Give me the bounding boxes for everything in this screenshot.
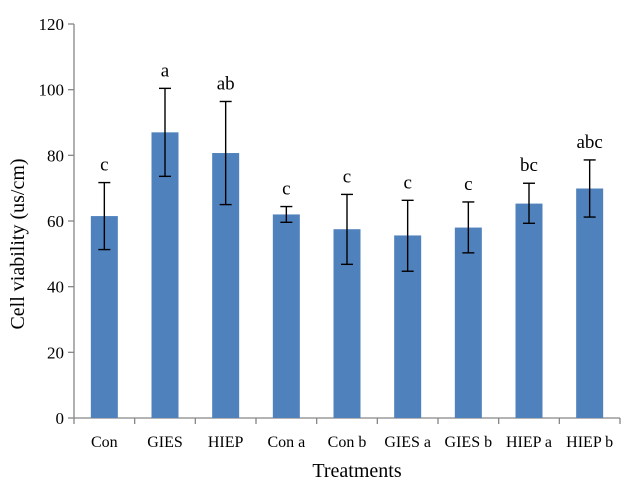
x-tick-label: HIEP b <box>566 434 613 451</box>
significance-label: c <box>343 166 351 187</box>
significance-label: a <box>161 60 170 81</box>
bars <box>90 132 604 418</box>
significance-label: ab <box>217 73 235 94</box>
bar <box>454 227 482 418</box>
y-tick-label: 100 <box>39 81 65 100</box>
significance-label: c <box>100 155 108 176</box>
x-tick-label: HIEP <box>208 434 244 451</box>
bar <box>151 132 179 418</box>
x-tick-label: HIEP a <box>506 434 552 451</box>
bar <box>576 188 604 418</box>
significance-label: bc <box>520 155 538 176</box>
x-tick-label: GIES a <box>384 434 431 451</box>
error-bars <box>98 87 596 272</box>
bar <box>272 214 300 418</box>
x-tick-label: Con b <box>328 434 367 451</box>
significance-label: c <box>403 172 411 193</box>
y-tick-label: 0 <box>56 409 65 428</box>
x-tick-label: Con <box>91 434 118 451</box>
tick-labels: 0 20 40 60 80 100 120 Con GIES HIEP Con a Con b GIES… <box>39 15 614 451</box>
x-tick-label: Con a <box>267 434 305 451</box>
x-axis-title: Treatments <box>312 460 401 482</box>
y-tick-label: 80 <box>47 146 64 165</box>
y-tick-label: 120 <box>39 15 65 34</box>
y-tick-label: 20 <box>47 343 64 362</box>
x-tick-label: GIES <box>147 434 183 451</box>
x-tick-label: GIES b <box>445 434 493 451</box>
significance-label: c <box>282 179 290 200</box>
significance-label: c <box>464 174 472 195</box>
y-tick-label: 60 <box>47 212 64 231</box>
significance-label: abc <box>576 132 602 153</box>
y-axis-title: Cell viability (us/cm) <box>7 158 29 329</box>
bar <box>515 203 543 418</box>
y-tick-label: 40 <box>47 278 64 297</box>
